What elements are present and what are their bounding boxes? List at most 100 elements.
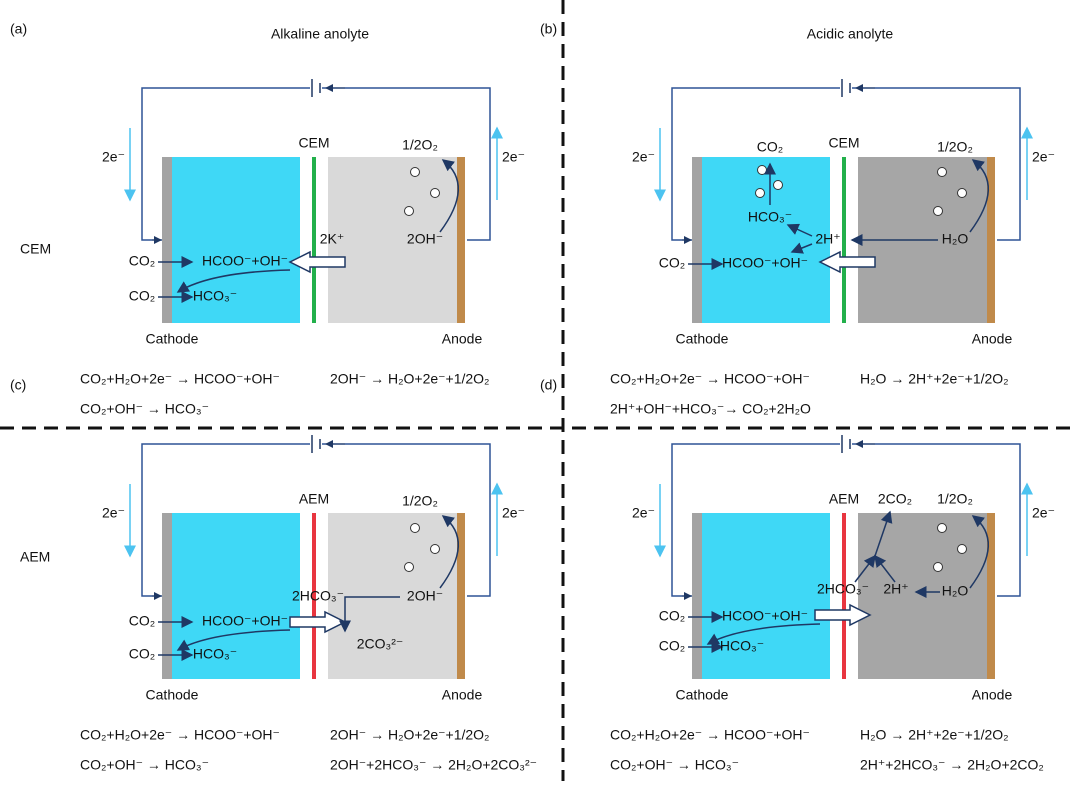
wire [322,443,491,597]
panel-title: Alkaline anolyte [271,26,369,42]
bubble [430,544,440,554]
catholyte [702,513,830,679]
species: H₂O [942,231,969,247]
row-label: CEM [20,241,51,257]
electron-label: 2e⁻ [102,149,125,165]
reaction-arrow [339,596,400,633]
membrane-label: AEM [299,491,329,507]
electrode-label: Cathode [676,687,729,703]
wire [852,87,1021,241]
bubble [404,206,414,216]
species: 1/2O₂ [937,139,973,155]
bubble [410,167,420,177]
electron-label: 2e⁻ [1032,505,1055,521]
species: CO₂ [659,608,685,624]
equation: 2OH⁻ → H₂O+2e⁻+1/2O₂ [330,727,490,743]
electron-label: 2e⁻ [502,149,525,165]
anode [457,157,465,323]
equation: CO₂+OH⁻ → HCO₃⁻ [80,401,209,417]
cathode [162,157,172,323]
reaction-arrow [176,629,291,651]
species: 2CO₂ [878,491,912,507]
equation: H₂O → 2H⁺+2e⁻+1/2O₂ [860,371,1009,387]
transport-arrow [288,250,346,274]
cathode [692,157,702,323]
panel-label: (a) [10,21,27,37]
bubble [773,180,783,190]
panel-label: (b) [540,21,557,37]
species: CO₂ [659,638,685,654]
membrane-label: CEM [298,135,329,151]
electron-label: 2e⁻ [632,149,655,165]
reaction-arrow [176,269,291,293]
electrode-label: Cathode [146,687,199,703]
reaction-arrow [706,623,821,645]
membrane-label: AEM [829,491,859,507]
electrode-label: Cathode [676,331,729,347]
species: HCO₃⁻ [193,288,237,304]
species: HCO₃⁻ [193,646,237,662]
panel: (c) 2e⁻ 2e⁻ AEM Cathode Anode 1/2O₂ 2HCO₃⁻ 2OH⁻ 2… [10,377,537,773]
electrode-label: Anode [972,687,1013,703]
equation: 2H⁺+OH⁻+HCO₃⁻→ CO₂+2H₂O [610,401,811,417]
wire [852,443,1021,597]
membrane-label: CEM [828,135,859,151]
bubble [757,165,767,175]
transport-arrow [814,603,872,627]
bubble [957,188,967,198]
panel-label: (d) [540,377,557,393]
species: 2HCO₃⁻ [292,588,344,604]
electron-label: 2e⁻ [102,505,125,521]
panel: (d) 2e⁻ 2e⁻ AEM Cathode Anode 2CO₂ 1/2O₂ 2HCO₃⁻ 2… [540,377,1055,773]
equation: CO₂+H₂O+2e⁻ → HCOO⁻+OH⁻ [80,371,280,387]
bubble [755,188,765,198]
anolyte [328,157,457,323]
electrode-label: Cathode [146,331,199,347]
reaction-arrow [874,510,893,557]
equation: CO₂+H₂O+2e⁻ → HCOO⁻+OH⁻ [610,727,810,743]
reaction-arrow [854,554,876,583]
row-label: AEM [20,549,50,565]
bubble [933,206,943,216]
transport-arrow [289,610,347,634]
equation: CO₂+OH⁻ → HCO₃⁻ [80,757,209,773]
equation: CO₂+H₂O+2e⁻ → HCOO⁻+OH⁻ [610,371,810,387]
equation: CO₂+H₂O+2e⁻ → HCOO⁻+OH⁻ [80,727,280,743]
reaction-arrow [969,159,989,233]
anolyte [328,513,457,679]
species: 1/2O₂ [402,493,438,509]
electron-label: 2e⁻ [632,505,655,521]
bubble [410,523,420,533]
species: 2H⁺ [815,231,840,247]
electron-label: 2e⁻ [502,505,525,521]
species: 1/2O₂ [937,491,973,507]
reaction-arrow [439,515,459,589]
bubble [937,523,947,533]
electrode-label: Anode [442,331,483,347]
species: CO₂ [129,288,155,304]
reaction-arrow [439,159,459,233]
reaction-arrow [790,242,813,254]
reaction-arrow [969,515,989,589]
species: CO₂ [659,255,685,271]
panel-label: (c) [10,377,26,393]
species: 1/2O₂ [402,137,438,153]
species: HCOO⁻+OH⁻ [722,608,808,624]
species: H₂O [942,583,969,599]
equation: 2OH⁻+2HCO₃⁻ → 2H₂O+2CO₃²⁻ [330,757,537,773]
species: 2K⁺ [320,231,345,247]
panel: (b) Acidic anolyte 2e⁻ 2e⁻ CEM Cathode Anode CO… [540,21,1055,417]
species: 2CO₃²⁻ [357,636,404,652]
reaction-arrow [874,554,896,583]
species: HCOO⁻+OH⁻ [722,255,808,271]
bubble [404,562,414,572]
species: HCOO⁻+OH⁻ [202,253,288,269]
species: 2H⁺ [883,581,908,597]
anode [987,157,995,323]
cathode [692,513,702,679]
species: HCO₃⁻ [748,209,792,225]
transport-arrow [818,250,876,274]
equation: CO₂+OH⁻ → HCO₃⁻ [610,757,739,773]
bubble [957,544,967,554]
